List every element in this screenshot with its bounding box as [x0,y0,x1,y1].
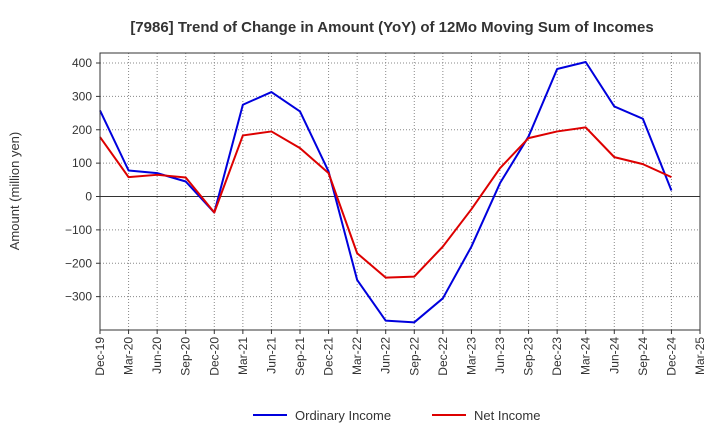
x-tick-label: Mar-21 [236,337,250,375]
y-tick-label: 200 [72,123,92,137]
series-line-ordinary-income [99,61,673,324]
y-axis-label: Amount (million yen) [7,132,22,251]
x-tick-label: Sep-24 [636,337,650,376]
x-tick-label: Mar-22 [350,337,364,375]
x-tick-label: Jun-24 [607,337,621,374]
legend-item-ordinary-income: Ordinary Income [253,408,391,423]
y-tick-label: 400 [72,56,92,70]
x-tick-label: Dec-20 [207,337,221,376]
x-tick-label: Mar-23 [464,337,478,375]
y-tick-label: −100 [65,223,92,237]
series-line-net-income [99,126,672,279]
plot-area-frame [99,52,701,331]
chart-title: [7986] Trend of Change in Amount (YoY) o… [130,19,653,36]
x-tick-label: Mar-24 [579,337,593,375]
x-axis-ticks: Dec-19 Mar-20 Jun-20 Sep-20 Dec-20 Mar-21 Jun-… [93,330,707,376]
series-lines [99,61,673,324]
legend-label-net-income: Net Income [474,408,540,423]
y-tick-label: −200 [65,256,92,270]
x-tick-label: Jun-22 [379,337,393,374]
x-tick-label: Sep-22 [407,337,421,376]
x-tick-label: Sep-21 [293,337,307,376]
legend-item-net-income: Net Income [432,408,540,423]
x-tick-label: Dec-19 [93,337,107,376]
legend: Ordinary Income Net Income [253,408,540,423]
x-tick-label: Sep-20 [179,337,193,376]
y-tick-label: 300 [72,89,92,103]
y-tick-label: −300 [65,290,92,304]
y-tick-label: 100 [72,156,92,170]
x-tick-label: Mar-20 [122,337,136,375]
x-tick-label: Jun-20 [150,337,164,374]
legend-label-ordinary-income: Ordinary Income [295,408,391,423]
y-axis-ticks: 400 300 200 100 0 −100 −200 −300 [65,56,100,304]
x-tick-label: Dec-23 [550,337,564,376]
x-tick-label: Mar-25 [693,337,707,375]
x-tick-label: Dec-24 [664,337,678,376]
x-tick-label: Jun-23 [493,337,507,374]
x-tick-label: Dec-21 [322,337,336,376]
x-tick-label: Dec-22 [436,337,450,376]
x-tick-label: Sep-23 [522,337,536,376]
y-tick-label: 0 [85,190,92,204]
grid [100,53,700,330]
x-tick-label: Jun-21 [264,337,278,374]
